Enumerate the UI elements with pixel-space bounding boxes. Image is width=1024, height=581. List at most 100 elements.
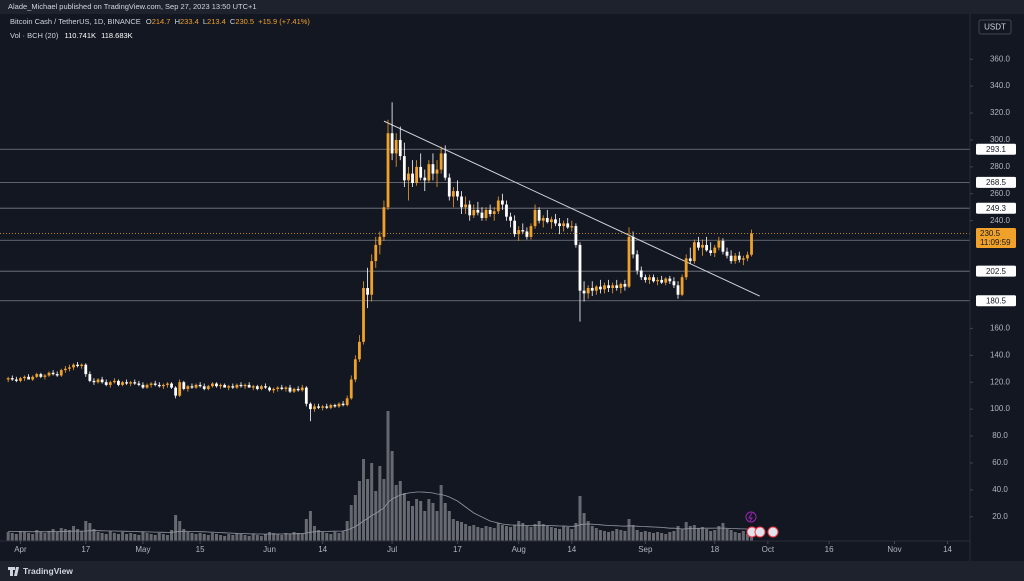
candle-body bbox=[717, 240, 721, 248]
candle-body bbox=[6, 378, 10, 380]
event-flag[interactable] bbox=[754, 526, 766, 538]
volume-bar bbox=[59, 528, 63, 541]
candle-body bbox=[664, 278, 668, 283]
y-tick-label: 340.0 bbox=[990, 81, 1011, 90]
candle-body bbox=[31, 376, 35, 380]
volume-bar bbox=[386, 411, 390, 541]
candle-body bbox=[284, 387, 288, 389]
volume-bar bbox=[370, 463, 374, 541]
volume-bar bbox=[692, 525, 696, 541]
candle-body bbox=[484, 209, 488, 219]
candle-body bbox=[108, 382, 112, 385]
candle-body bbox=[166, 383, 169, 385]
volume-bar bbox=[500, 525, 504, 541]
volume-bar bbox=[165, 535, 169, 541]
candle-body bbox=[309, 403, 312, 410]
volume-bar bbox=[227, 534, 231, 541]
candle-body bbox=[509, 216, 512, 221]
candle-body bbox=[72, 364, 75, 368]
volume-bar bbox=[509, 527, 513, 541]
candle-body bbox=[684, 258, 688, 278]
candle-body bbox=[643, 277, 647, 280]
countdown-label: 11:09:59 bbox=[980, 238, 1011, 247]
candle-body bbox=[317, 406, 320, 408]
volume-bar bbox=[419, 501, 423, 541]
x-tick-label: 18 bbox=[710, 545, 719, 554]
candle-body bbox=[549, 219, 553, 223]
volume-bar bbox=[382, 479, 386, 541]
volume-bar bbox=[635, 530, 639, 541]
volume-ma-line bbox=[8, 491, 752, 535]
y-tick-label: 240.0 bbox=[990, 216, 1011, 225]
volume-bar bbox=[664, 534, 668, 541]
candle-body bbox=[186, 386, 190, 389]
candle-body bbox=[713, 247, 717, 254]
volume-bar bbox=[39, 532, 43, 541]
symbol: Bitcoin Cash / TetherUS, 1D, BINANCE bbox=[10, 17, 141, 26]
candle-body bbox=[112, 380, 116, 383]
y-tick-label: 160.0 bbox=[990, 323, 1011, 332]
level-label: 180.5 bbox=[986, 296, 1007, 305]
candle-body bbox=[750, 233, 753, 255]
candle-body bbox=[333, 405, 337, 407]
ohlc-value: 233.4 bbox=[180, 17, 199, 26]
volume-bar bbox=[137, 535, 141, 541]
candle-body bbox=[194, 384, 198, 388]
volume-bar bbox=[129, 533, 133, 541]
volume-bar bbox=[357, 481, 361, 541]
volume-bar bbox=[545, 526, 549, 541]
candle-body bbox=[390, 133, 394, 154]
volume-bar bbox=[611, 531, 615, 541]
volume-bar bbox=[104, 534, 108, 541]
volume-bar bbox=[570, 529, 574, 541]
currency-button[interactable] bbox=[978, 19, 1012, 35]
candle-body bbox=[84, 364, 88, 375]
volume-bar bbox=[525, 526, 529, 541]
candle-body bbox=[447, 177, 451, 197]
candle-body bbox=[419, 166, 423, 178]
candle-body bbox=[423, 177, 427, 181]
volume-bar bbox=[615, 529, 619, 541]
candle-body bbox=[402, 156, 406, 181]
candle-body bbox=[288, 387, 292, 392]
volume-bar bbox=[206, 535, 210, 541]
candle-body bbox=[394, 139, 398, 154]
volume-bar bbox=[492, 528, 496, 541]
candle-body bbox=[435, 169, 439, 174]
candle-body bbox=[337, 403, 341, 407]
level-label: 293.1 bbox=[986, 145, 1007, 154]
candle-body bbox=[680, 277, 684, 295]
candle-body bbox=[603, 285, 606, 290]
candle-body bbox=[468, 204, 472, 216]
candle-body bbox=[23, 376, 26, 379]
volume-bar bbox=[741, 531, 745, 541]
volume-title: Vol · BCH (20) bbox=[10, 31, 59, 40]
event-flag[interactable] bbox=[767, 526, 779, 538]
candle-body bbox=[125, 382, 129, 384]
volume-bar bbox=[125, 534, 129, 541]
volume-bar bbox=[255, 535, 259, 541]
candle-body bbox=[358, 341, 361, 360]
candle-body bbox=[615, 285, 619, 288]
currency-label[interactable]: USDT bbox=[984, 23, 1006, 32]
candle-body bbox=[10, 378, 14, 380]
y-tick-label: 20.0 bbox=[992, 512, 1008, 521]
footer-bar bbox=[0, 561, 1024, 581]
brand-logo bbox=[8, 567, 19, 576]
candle-body bbox=[741, 258, 745, 260]
candle-body bbox=[239, 384, 243, 387]
candle-body bbox=[190, 386, 194, 388]
candle-body bbox=[737, 255, 741, 260]
volume-bar bbox=[72, 526, 76, 541]
volume-bar bbox=[182, 529, 186, 541]
volume-bar bbox=[263, 534, 267, 541]
event-icon[interactable] bbox=[745, 511, 757, 523]
volume-bar bbox=[194, 534, 198, 541]
volume-bar bbox=[745, 534, 749, 541]
x-tick-label: May bbox=[135, 545, 150, 554]
volume-bar bbox=[566, 527, 570, 541]
candle-body bbox=[623, 283, 627, 287]
volume-bar bbox=[594, 528, 598, 541]
